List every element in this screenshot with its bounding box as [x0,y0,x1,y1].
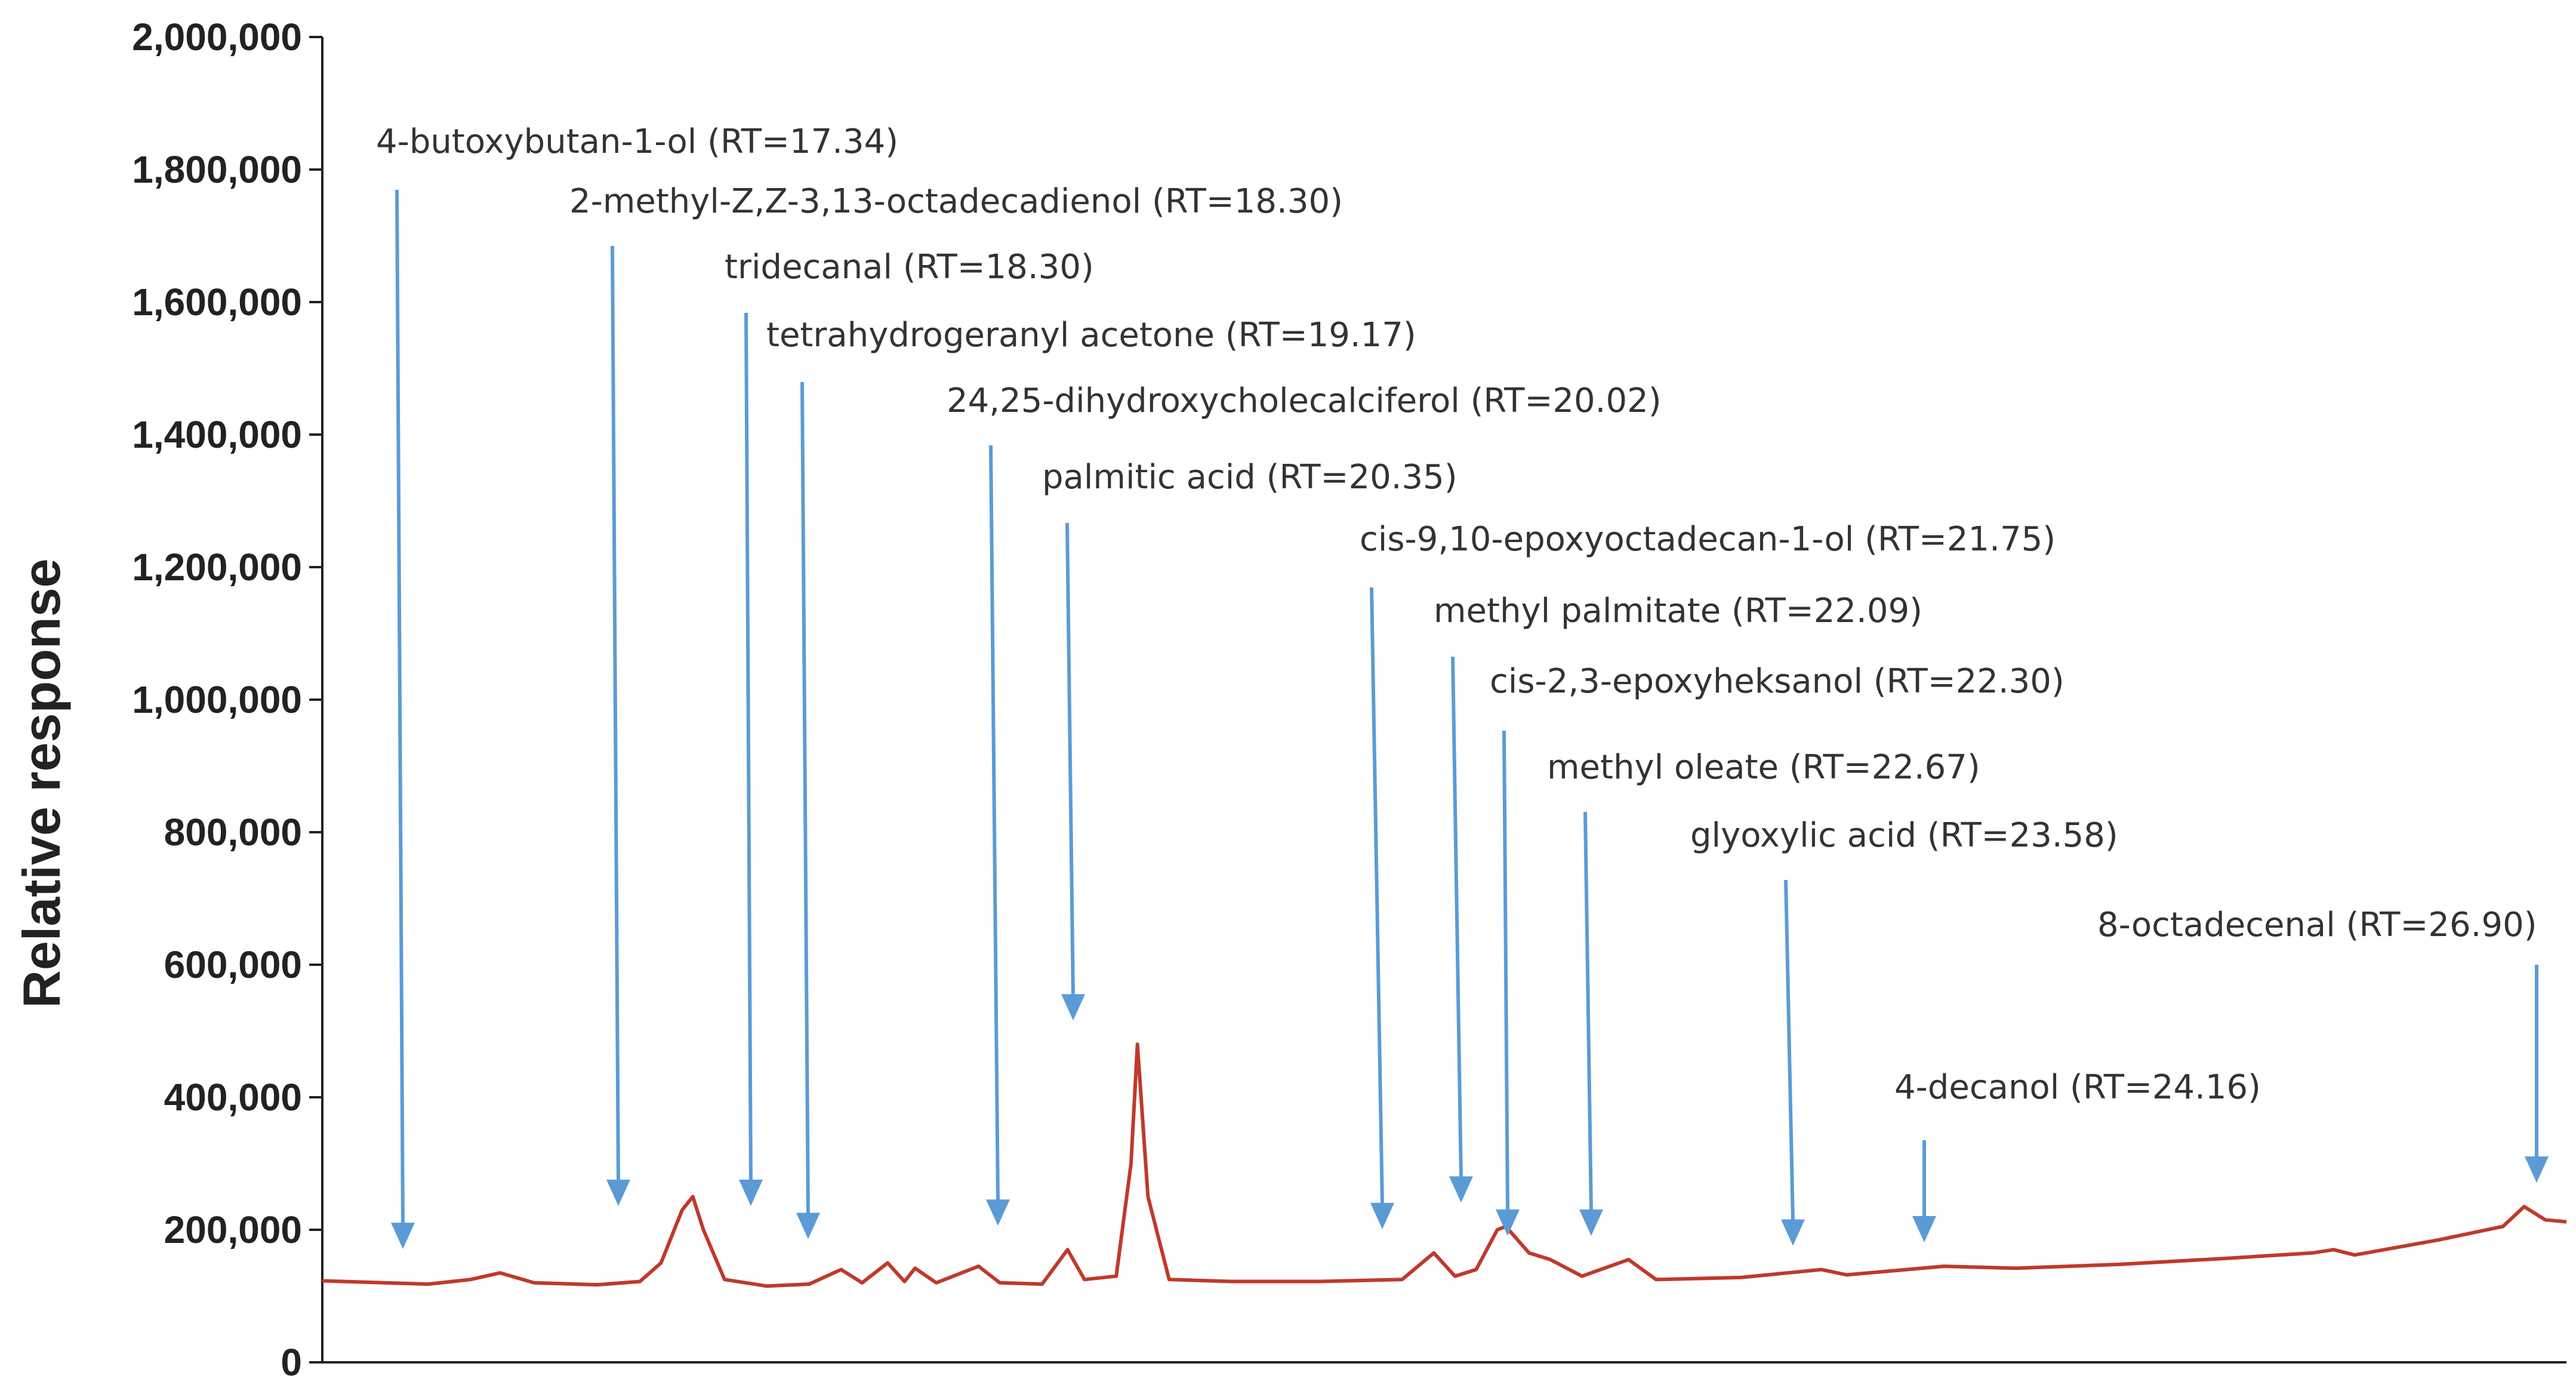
annotation-arrow-head [606,1180,630,1206]
annotation-arrow-shaft [1065,522,1075,997]
annotation-arrow-shaft [1784,879,1795,1222]
y-axis-label: Relative response [12,558,71,1008]
annotation-arrow-shaft [800,381,810,1215]
annotation-arrow-shaft [1370,587,1384,1205]
y-tick-label: 2,000,000 [132,16,302,59]
annotation-label: glyoxylic acid (RT=23.58) [1690,816,2118,855]
annotation: cis-9,10-epoxyoctadecan-1-ol (RT=21.75) [1360,520,2056,1229]
series-line-0 [322,1042,2567,1288]
annotation-label: 24,25-dihydroxycholecalciferol (RT=20.02… [947,381,1662,420]
chromatogram-series [322,1042,2567,1288]
annotation-label: cis-9,10-epoxyoctadecan-1-ol (RT=21.75) [1360,520,2056,559]
annotation-arrow-head [1449,1176,1473,1203]
annotation-label: 2-methyl-Z,Z-3,13-octadecadienol (RT=18.… [569,182,1343,221]
annotation: palmitic acid (RT=20.35) [1042,458,1458,1021]
y-tick-label: 1,000,000 [132,678,302,721]
annotation-arrow-head [796,1212,820,1239]
annotation-arrow-shaft [1583,811,1593,1212]
annotation-arrow-shaft [1451,656,1463,1179]
annotation-label: methyl oleate (RT=22.67) [1547,748,1980,787]
annotation: tetrahydrogeranyl acetone (RT=19.17) [766,316,1416,1239]
annotation: 4-decanol (RT=24.16) [1894,1068,2261,1243]
annotation-label: tridecanal (RT=18.30) [725,248,1094,287]
annotation-arrow-shaft [989,445,1000,1202]
annotation-arrow-head [2525,1156,2549,1183]
y-tick-label: 800,000 [164,811,302,854]
y-tick-label: 1,600,000 [132,281,302,324]
annotation-arrow-shaft [395,189,405,1226]
annotation-arrow-head [986,1199,1010,1226]
annotation-arrow-head [1912,1216,1936,1243]
y-axis: 0 200,000 400,000 600,000 800,000 1,000,000 1,… [132,16,323,1384]
y-tick-label: 600,000 [164,943,302,986]
annotation-label: 4-butoxybutan-1-ol (RT=17.34) [376,122,898,161]
annotation-arrow-head [739,1180,763,1206]
annotation: cis-2,3-epoxyheksanol (RT=22.30) [1490,662,2065,1236]
annotation-label: 4-decanol (RT=24.16) [1894,1068,2261,1107]
annotation: 2-methyl-Z,Z-3,13-octadecadienol (RT=18.… [569,182,1343,1206]
annotation-arrow-head [1781,1219,1805,1246]
annotation: 8-octadecenal (RT=26.90) [2097,906,2549,1183]
annotation: tridecanal (RT=18.30) [725,248,1094,1206]
annotation: 24,25-dihydroxycholecalciferol (RT=20.02… [947,381,1662,1226]
annotation: glyoxylic acid (RT=23.58) [1690,816,2118,1246]
annotation-label: methyl palmitate (RT=22.09) [1434,592,1922,630]
annotation-label: cis-2,3-epoxyheksanol (RT=22.30) [1490,662,2065,701]
peak-annotations: 4-butoxybutan-1-ol (RT=17.34) 2-methyl-Z,… [376,122,2549,1249]
annotation: methyl oleate (RT=22.67) [1547,748,1980,1236]
annotation: 4-butoxybutan-1-ol (RT=17.34) [376,122,898,1249]
y-tick-label: 0 [281,1341,302,1384]
annotation-arrow-head [1579,1209,1603,1236]
annotation: methyl palmitate (RT=22.09) [1434,592,1922,1203]
annotation-arrow-shaft [1502,730,1509,1212]
annotation-arrow-head [1061,994,1085,1021]
annotation-label: 8-octadecenal (RT=26.90) [2097,906,2537,944]
y-tick-label: 1,400,000 [132,413,302,456]
annotation-arrow-head [1496,1209,1520,1236]
annotation-label: palmitic acid (RT=20.35) [1042,458,1458,497]
y-tick-label: 200,000 [164,1208,302,1251]
annotation-arrow-shaft [744,312,753,1183]
annotation-label: tetrahydrogeranyl acetone (RT=19.17) [766,316,1416,355]
annotation-arrow-head [391,1223,415,1249]
y-tick-label: 400,000 [164,1076,302,1119]
y-tick-label: 1,200,000 [132,546,302,589]
y-tick-label: 1,800,000 [132,148,302,191]
annotation-arrow-shaft [611,245,620,1183]
annotation-arrow-head [1370,1202,1394,1229]
